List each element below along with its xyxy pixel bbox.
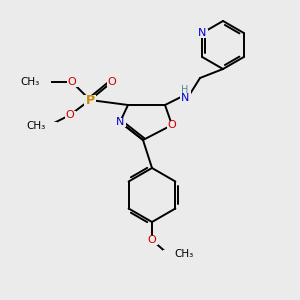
FancyBboxPatch shape [106, 77, 118, 86]
FancyBboxPatch shape [197, 28, 208, 38]
FancyBboxPatch shape [146, 236, 158, 244]
FancyBboxPatch shape [29, 77, 51, 86]
FancyBboxPatch shape [163, 250, 185, 259]
Text: CH₃: CH₃ [21, 77, 40, 87]
FancyBboxPatch shape [35, 122, 57, 130]
Text: O: O [168, 120, 176, 130]
Text: O: O [108, 77, 116, 87]
Text: N: N [116, 117, 124, 127]
Text: CH₃: CH₃ [174, 249, 193, 259]
FancyBboxPatch shape [64, 110, 76, 119]
FancyBboxPatch shape [67, 77, 77, 86]
FancyBboxPatch shape [84, 94, 96, 106]
Text: CH₃: CH₃ [27, 121, 46, 131]
Text: O: O [68, 77, 76, 87]
Text: N: N [181, 93, 189, 103]
Text: O: O [148, 235, 156, 245]
Text: N: N [198, 28, 206, 38]
FancyBboxPatch shape [115, 118, 125, 127]
FancyBboxPatch shape [167, 121, 178, 130]
Text: P: P [85, 94, 94, 106]
Text: O: O [66, 110, 74, 120]
FancyBboxPatch shape [179, 87, 191, 95]
FancyBboxPatch shape [179, 94, 191, 103]
Text: H: H [181, 85, 189, 95]
